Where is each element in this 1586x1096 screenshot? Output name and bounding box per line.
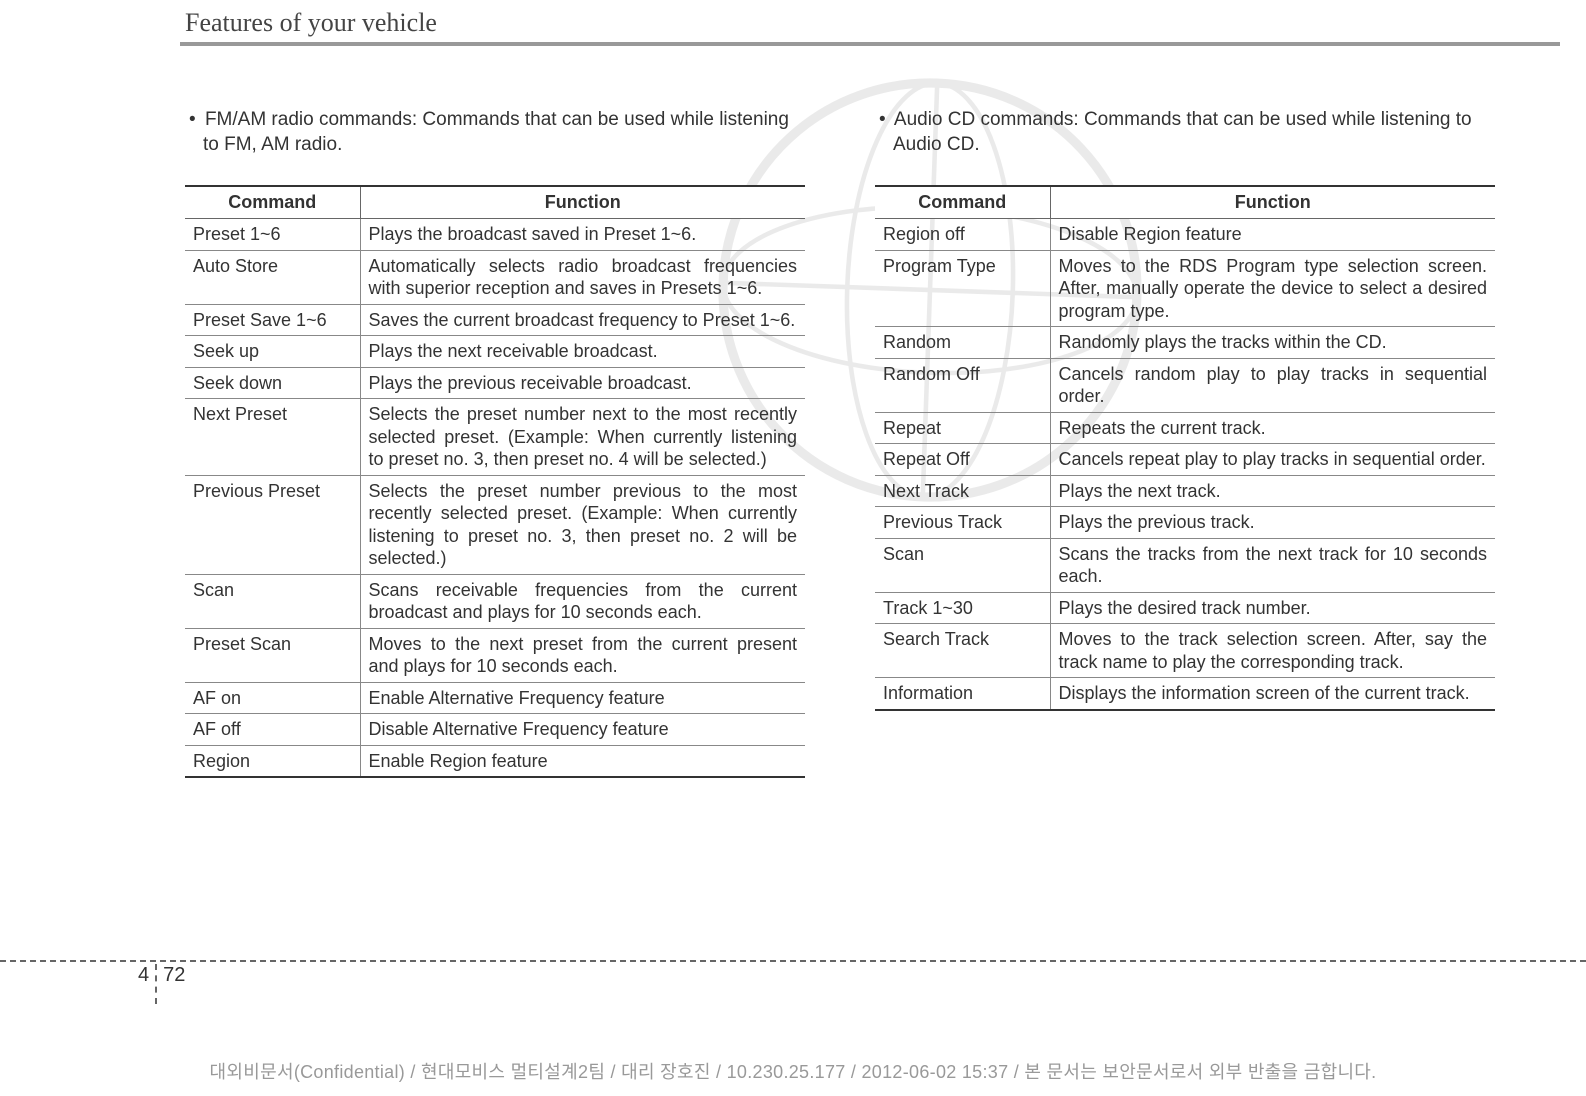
command-cell: Next Preset <box>185 399 360 476</box>
table-row: Previous TrackPlays the previous track. <box>875 507 1495 539</box>
function-cell: Cancels repeat play to play tracks in se… <box>1050 444 1495 476</box>
table-row: Preset 1~6Plays the broadcast saved in P… <box>185 219 805 251</box>
command-cell: Track 1~30 <box>875 592 1050 624</box>
bullet-icon: • <box>879 109 886 130</box>
function-cell: Selects the preset number next to the mo… <box>360 399 805 476</box>
command-cell: Repeat <box>875 412 1050 444</box>
table-row: ScanScans the tracks from the next track… <box>875 538 1495 592</box>
table-row: Repeat OffCancels repeat play to play tr… <box>875 444 1495 476</box>
table-row: Program TypeMoves to the RDS Program typ… <box>875 250 1495 327</box>
function-cell: Scans the tracks from the next track for… <box>1050 538 1495 592</box>
chapter-number: 4 <box>138 964 149 987</box>
table-row: ScanScans receivable frequencies from th… <box>185 574 805 628</box>
page-number-value: 72 <box>163 964 185 987</box>
page-container: Features of your vehicle • FM/AM radio c… <box>0 0 1586 778</box>
table-row: InformationDisplays the information scre… <box>875 678 1495 710</box>
function-cell: Scans receivable frequencies from the cu… <box>360 574 805 628</box>
command-cell: AF off <box>185 714 360 746</box>
command-cell: Information <box>875 678 1050 710</box>
function-cell: Plays the previous receivable broadcast. <box>360 367 805 399</box>
function-cell: Randomly plays the tracks within the CD. <box>1050 327 1495 359</box>
table-row: Random OffCancels random play to play tr… <box>875 358 1495 412</box>
command-cell: Preset 1~6 <box>185 219 360 251</box>
table-row: Seek downPlays the previous receivable b… <box>185 367 805 399</box>
left-header-command: Command <box>185 186 360 219</box>
function-cell: Plays the desired track number. <box>1050 592 1495 624</box>
left-column: • FM/AM radio commands: Commands that ca… <box>185 108 805 778</box>
page-number-area: 4 72 <box>0 960 1586 962</box>
table-row: Seek upPlays the next receivable broadca… <box>185 336 805 368</box>
page-separator <box>155 964 157 1004</box>
command-cell: Seek up <box>185 336 360 368</box>
function-cell: Displays the information screen of the c… <box>1050 678 1495 710</box>
table-row: Search TrackMoves to the track selection… <box>875 624 1495 678</box>
function-cell: Moves to the next preset from the curren… <box>360 628 805 682</box>
content-columns: • FM/AM radio commands: Commands that ca… <box>0 46 1586 778</box>
command-cell: Preset Save 1~6 <box>185 304 360 336</box>
function-cell: Automatically selects radio broadcast fr… <box>360 250 805 304</box>
table-row: Next TrackPlays the next track. <box>875 475 1495 507</box>
left-header-function: Function <box>360 186 805 219</box>
table-row: Region offDisable Region feature <box>875 219 1495 251</box>
table-row: Next PresetSelects the preset number nex… <box>185 399 805 476</box>
right-header-function: Function <box>1050 186 1495 219</box>
function-cell: Plays the next receivable broadcast. <box>360 336 805 368</box>
function-cell: Enable Region feature <box>360 745 805 777</box>
command-cell: Random <box>875 327 1050 359</box>
command-cell: Repeat Off <box>875 444 1050 476</box>
section-title: Features of your vehicle <box>0 8 1586 42</box>
function-cell: Disable Alternative Frequency feature <box>360 714 805 746</box>
command-cell: Next Track <box>875 475 1050 507</box>
function-cell: Moves to the RDS Program type selection … <box>1050 250 1495 327</box>
left-intro: • FM/AM radio commands: Commands that ca… <box>199 108 805 157</box>
page-number: 4 72 <box>138 964 185 1004</box>
function-cell: Cancels random play to play tracks in se… <box>1050 358 1495 412</box>
right-intro-text: Audio CD commands: Commands that can be … <box>893 109 1472 155</box>
command-cell: Preset Scan <box>185 628 360 682</box>
table-row: RegionEnable Region feature <box>185 745 805 777</box>
right-column: • Audio CD commands: Commands that can b… <box>875 108 1495 778</box>
command-cell: Previous Preset <box>185 475 360 574</box>
table-row: RepeatRepeats the current track. <box>875 412 1495 444</box>
function-cell: Saves the current broadcast frequency to… <box>360 304 805 336</box>
left-intro-text: FM/AM radio commands: Commands that can … <box>203 109 789 155</box>
function-cell: Selects the preset number previous to th… <box>360 475 805 574</box>
table-row: RandomRandomly plays the tracks within t… <box>875 327 1495 359</box>
function-cell: Plays the broadcast saved in Preset 1~6. <box>360 219 805 251</box>
table-row: Auto StoreAutomatically selects radio br… <box>185 250 805 304</box>
function-cell: Plays the previous track. <box>1050 507 1495 539</box>
command-cell: Random Off <box>875 358 1050 412</box>
function-cell: Repeats the current track. <box>1050 412 1495 444</box>
command-cell: Scan <box>875 538 1050 592</box>
function-cell: Moves to the track selection screen. Aft… <box>1050 624 1495 678</box>
right-intro: • Audio CD commands: Commands that can b… <box>889 108 1495 157</box>
function-cell: Plays the next track. <box>1050 475 1495 507</box>
command-cell: Search Track <box>875 624 1050 678</box>
cd-commands-table: Command Function Region offDisable Regio… <box>875 185 1495 711</box>
command-cell: Region off <box>875 219 1050 251</box>
command-cell: AF on <box>185 682 360 714</box>
table-row: Previous PresetSelects the preset number… <box>185 475 805 574</box>
command-cell: Auto Store <box>185 250 360 304</box>
function-cell: Enable Alternative Frequency feature <box>360 682 805 714</box>
command-cell: Seek down <box>185 367 360 399</box>
command-cell: Program Type <box>875 250 1050 327</box>
dashed-rule <box>0 960 1586 962</box>
table-row: AF onEnable Alternative Frequency featur… <box>185 682 805 714</box>
confidential-footer: 대외비문서(Confidential) / 현대모비스 멀티설계2팀 / 대리 … <box>0 1058 1586 1084</box>
command-cell: Previous Track <box>875 507 1050 539</box>
function-cell: Disable Region feature <box>1050 219 1495 251</box>
command-cell: Region <box>185 745 360 777</box>
radio-commands-table: Command Function Preset 1~6Plays the bro… <box>185 185 805 778</box>
table-row: Preset ScanMoves to the next preset from… <box>185 628 805 682</box>
bullet-icon: • <box>189 109 196 130</box>
table-row: AF offDisable Alternative Frequency feat… <box>185 714 805 746</box>
command-cell: Scan <box>185 574 360 628</box>
table-row: Preset Save 1~6Saves the current broadca… <box>185 304 805 336</box>
right-header-command: Command <box>875 186 1050 219</box>
table-row: Track 1~30Plays the desired track number… <box>875 592 1495 624</box>
